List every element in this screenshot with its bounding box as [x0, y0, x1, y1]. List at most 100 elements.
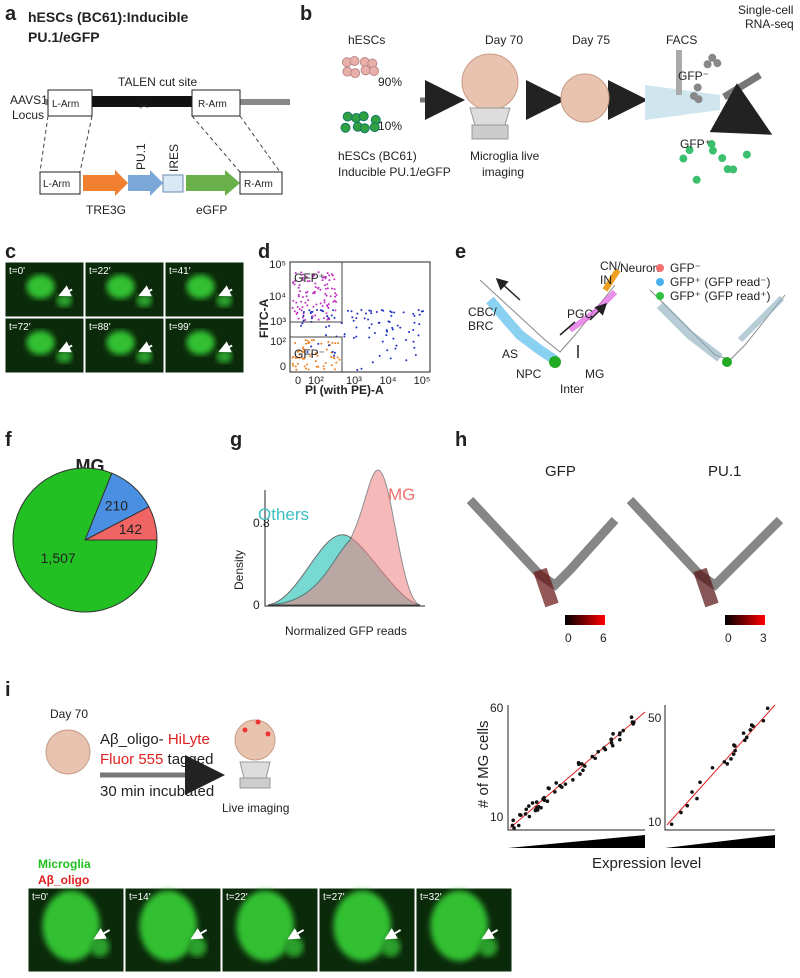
cluster-label: CBC/BRC — [468, 305, 497, 333]
cluster-label: NPC — [516, 367, 542, 381]
dot — [593, 756, 597, 761]
dot — [333, 299, 336, 302]
dot — [335, 293, 338, 296]
dot — [534, 800, 539, 804]
dot — [596, 749, 601, 754]
dot — [300, 309, 303, 312]
dot — [609, 741, 614, 745]
dot — [324, 292, 327, 295]
dot — [316, 309, 319, 312]
scale-label: 0 — [565, 631, 572, 645]
dot — [371, 361, 374, 364]
time-label: t=0' — [9, 266, 25, 277]
dot — [611, 732, 615, 736]
cell-blob — [90, 936, 110, 957]
dot — [301, 278, 304, 281]
dot — [291, 362, 294, 365]
dot — [294, 365, 297, 368]
dot — [524, 807, 529, 812]
dot — [311, 315, 314, 318]
dot — [317, 318, 320, 321]
plot-title: PU.1 — [708, 463, 741, 480]
dot — [298, 356, 301, 359]
dot — [314, 286, 317, 289]
dot — [729, 757, 733, 761]
cell — [703, 60, 712, 69]
text-run: Aβ_oligo- — [100, 731, 168, 748]
label: FACS — [666, 33, 697, 47]
cell-blob — [284, 936, 304, 957]
dot — [377, 321, 380, 324]
tick-label: 50 — [648, 711, 662, 725]
dot — [301, 350, 304, 353]
dot — [685, 803, 690, 808]
dot — [394, 347, 397, 350]
dot — [355, 335, 358, 338]
label: R-Arm — [244, 179, 273, 190]
dot — [698, 780, 702, 785]
arrow — [58, 285, 73, 297]
dot — [301, 273, 304, 276]
legend-marker — [656, 264, 664, 272]
cell — [689, 91, 698, 100]
panel-letter: e — [455, 241, 466, 263]
dot — [313, 290, 316, 293]
label: Aβ_oligo- HiLyte — [100, 731, 210, 748]
dot — [669, 822, 674, 827]
dot — [315, 365, 318, 368]
cell-blob — [381, 936, 401, 957]
dot — [291, 306, 294, 309]
dot — [333, 357, 336, 360]
text-run: Fluor 555 — [100, 751, 163, 768]
dot — [695, 796, 699, 801]
dot — [368, 326, 371, 329]
dot — [343, 335, 346, 338]
cell-blob — [186, 274, 215, 299]
dot — [297, 362, 300, 365]
arrow — [287, 928, 305, 940]
dot — [367, 318, 370, 321]
axis-label: FITC-A — [257, 298, 271, 338]
text-run: tagged — [163, 751, 213, 768]
dot — [386, 349, 389, 352]
dot — [741, 731, 746, 735]
dot — [386, 330, 389, 333]
dot — [317, 287, 320, 290]
x-tick-label: 10⁴ — [380, 375, 397, 387]
dot — [327, 344, 330, 347]
scale-label: 3 — [760, 631, 767, 645]
data-label: 1,507 — [41, 550, 76, 566]
dot — [303, 357, 306, 360]
label: Day 70 — [50, 707, 88, 721]
cell — [708, 146, 717, 155]
dot — [305, 295, 308, 298]
x-tick-label: 10² — [308, 375, 324, 387]
dot — [297, 295, 300, 298]
dot — [303, 365, 306, 368]
dot — [306, 291, 309, 294]
cell — [723, 165, 732, 174]
workflow-graphics — [45, 719, 276, 795]
label: PU.1 — [134, 143, 148, 170]
dot — [417, 309, 420, 312]
dot — [301, 322, 304, 325]
cell — [342, 111, 353, 122]
label: 30 min incubated — [100, 783, 214, 800]
label: hESCs (BC61) — [338, 149, 417, 163]
dot — [295, 312, 298, 315]
dot — [722, 760, 727, 764]
x-tick-label: 0 — [295, 375, 301, 387]
dot — [298, 353, 301, 356]
panel-letter: b — [300, 3, 312, 25]
arrow — [481, 928, 499, 940]
dot — [302, 319, 305, 322]
cell-blob — [106, 274, 135, 299]
microscopy-row: t=0' t=14' t=22' t=27' t=32' — [27, 887, 513, 973]
dot — [306, 351, 309, 354]
dot — [582, 764, 587, 768]
dot — [577, 761, 581, 765]
label: L-Arm — [52, 99, 79, 110]
dot — [610, 743, 615, 748]
pie-slice — [12, 467, 158, 613]
scale-label: 6 — [600, 631, 607, 645]
